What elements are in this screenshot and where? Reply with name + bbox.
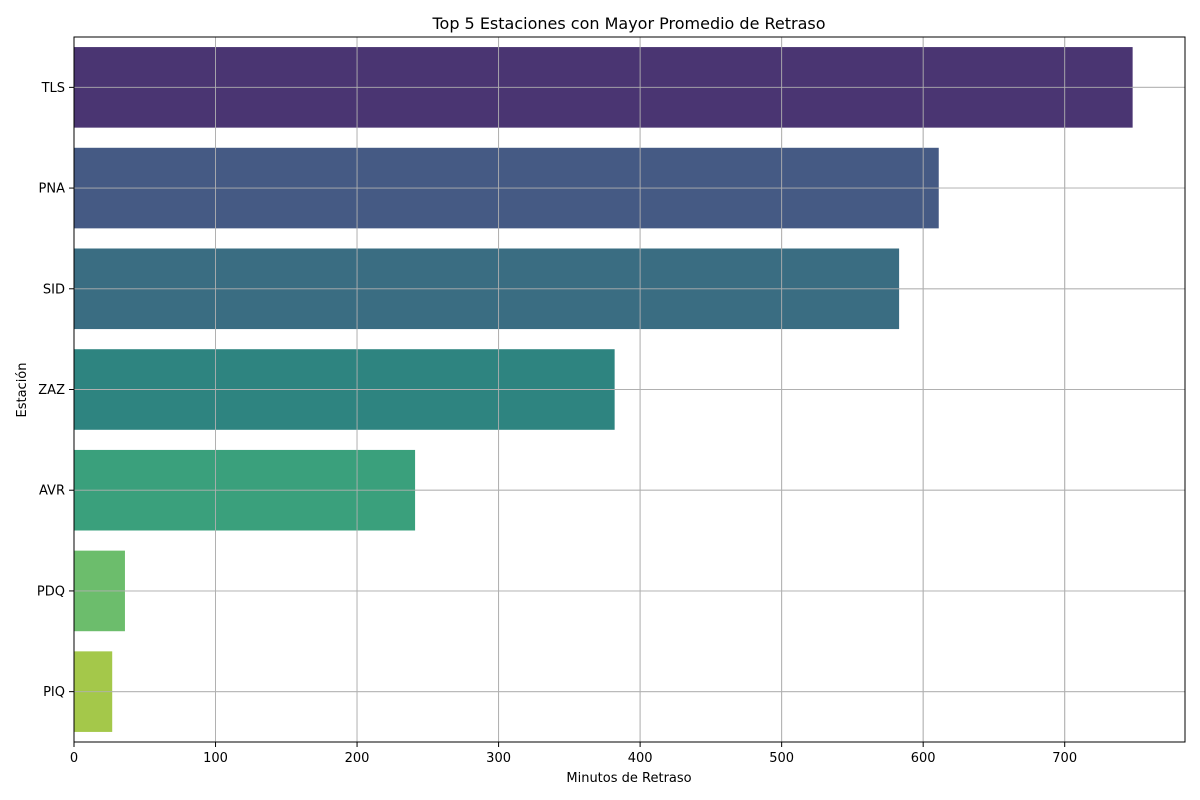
x-axis-label: Minutos de Retraso: [566, 771, 691, 786]
x-tick-label: 700: [1052, 751, 1077, 766]
x-tick-label: 600: [911, 751, 936, 766]
x-tick-label: 400: [628, 751, 653, 766]
x-tick-label: 500: [769, 751, 794, 766]
y-tick-label-sid: SID: [43, 282, 65, 297]
y-tick-label-tls: TLS: [41, 81, 65, 96]
grid-lines-overlay: [73, 37, 1185, 742]
axes: 0 100 200 300 400 500 600 700 TLS PNA SID ZAZ AVR PDQ…: [37, 36, 1186, 766]
x-tick-label: 100: [203, 751, 228, 766]
chart-title: Top 5 Estaciones con Mayor Promedio de R…: [431, 14, 825, 33]
x-tick-label: 0: [70, 751, 78, 766]
y-tick-label-pdq: PDQ: [37, 584, 65, 599]
y-tick-label-avr: AVR: [39, 484, 65, 499]
y-axis-label: Estación: [15, 362, 30, 417]
x-tick-label: 200: [345, 751, 370, 766]
y-tick-label-pna: PNA: [39, 182, 66, 197]
y-tick-label-piq: PIQ: [43, 685, 65, 700]
x-tick-label: 300: [486, 751, 511, 766]
y-tick-label-zaz: ZAZ: [38, 383, 65, 398]
